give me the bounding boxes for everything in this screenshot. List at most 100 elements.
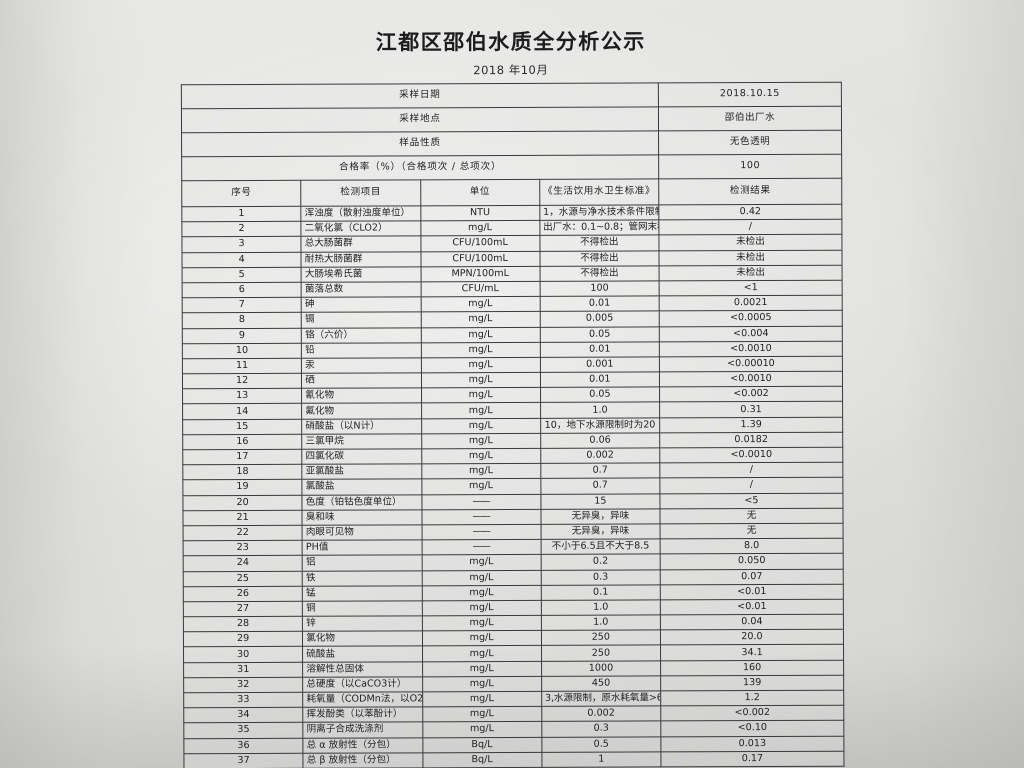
cell-res: 无	[659, 507, 844, 524]
meta-value: 100	[658, 154, 842, 179]
meta-label: 采样日期	[181, 82, 659, 109]
cell-no: 2	[181, 221, 302, 238]
cell-res: 未检出	[658, 234, 842, 251]
cell-res: /	[659, 462, 843, 479]
cell-std: 250	[541, 645, 661, 662]
cell-std: 1.0	[541, 614, 661, 631]
cell-res: <1	[659, 280, 843, 297]
cell-item: 耗氧量（CODMn法，以O2计）	[302, 691, 423, 708]
cell-item: PH值	[302, 539, 422, 556]
cell-std: 1，水源与净水技术条件限制时为3	[539, 204, 659, 221]
cell-item: 臭和味	[302, 509, 422, 526]
meta-value: 无色透明	[658, 130, 842, 155]
cell-unit: mg/L	[421, 418, 541, 434]
cell-no: 30	[183, 646, 303, 663]
cell-res: <0.002	[659, 386, 843, 403]
cell-item: 氰化物	[301, 388, 422, 404]
cell-no: 7	[182, 297, 302, 314]
cell-no: 36	[183, 737, 304, 754]
cell-std: 0.7	[540, 463, 660, 479]
cell-res: 0.04	[660, 614, 844, 631]
cell-item: 亚氯酸盐	[302, 464, 422, 480]
cell-res: <0.0010	[659, 371, 843, 388]
cell-unit: mg/L	[422, 721, 542, 738]
cell-item: 溶解性总固体	[302, 661, 423, 678]
cell-no: 12	[182, 373, 302, 390]
cell-res: 34.1	[660, 644, 844, 661]
cell-item: 二氧化氯（CLO2）	[301, 221, 421, 237]
cell-item: 硒	[301, 372, 422, 389]
cell-unit: mg/L	[422, 661, 542, 677]
cell-std: 0.7	[540, 478, 660, 494]
cell-res: 0.013	[660, 735, 844, 752]
cell-res: <0.0010	[659, 447, 843, 464]
cell-res: 0.17	[660, 750, 844, 767]
cell-std: 0.01	[540, 341, 660, 358]
cell-std: 0.002	[541, 706, 661, 722]
meta-value: 2018.10.15	[658, 82, 842, 107]
meta-row: 合格率（%）（合格项次 / 总项次） 100	[181, 154, 842, 181]
cell-std: 10，地下水源限制时为20	[540, 417, 660, 434]
cell-item: 总硬度（以CaCO3计）	[302, 676, 423, 693]
cell-std: 0.5	[541, 736, 661, 753]
cell-no: 10	[182, 342, 302, 359]
cell-no: 15	[182, 418, 302, 435]
column-header-item: 检测项目	[300, 179, 421, 207]
cell-std: 不小于6.5且不大于8.5	[540, 539, 661, 555]
cell-unit: mg/L	[421, 600, 542, 616]
cell-unit: ——	[421, 509, 541, 525]
cell-no: 1	[181, 206, 302, 222]
cell-item: 耐热大肠菌群	[301, 251, 421, 268]
meta-row: 采样地点 邵伯出厂水	[181, 106, 842, 133]
cell-no: 37	[183, 753, 304, 768]
cell-std: 1.0	[541, 599, 661, 616]
cell-res: <0.01	[660, 583, 844, 600]
cell-no: 5	[182, 267, 302, 283]
cell-std: 0.002	[540, 447, 660, 464]
cell-std: 0.3	[541, 721, 661, 737]
cell-no: 8	[182, 312, 302, 329]
cell-std: 不得检出	[539, 235, 659, 251]
cell-item: 铁	[302, 570, 422, 586]
meta-row: 样品性质 无色透明	[181, 130, 842, 157]
cell-std: 450	[541, 675, 661, 692]
cell-item: 肉眼可见物	[302, 524, 422, 541]
cell-unit: NTU	[420, 205, 540, 222]
cell-item: 总大肠菌群	[301, 236, 421, 252]
cell-res: 160	[660, 659, 844, 676]
cell-item: 铝	[302, 555, 422, 571]
cell-res: 1.2	[660, 690, 844, 707]
cell-res: <5	[659, 492, 843, 509]
column-header-unit: 单位	[420, 179, 540, 206]
cell-no: 28	[183, 616, 303, 633]
meta-value: 邵伯出厂水	[658, 106, 842, 131]
meta-label: 采样地点	[181, 106, 659, 133]
column-header-result: 检测结果	[658, 178, 842, 205]
cell-no: 24	[183, 555, 303, 572]
cell-unit: CFU/100mL	[420, 235, 540, 252]
cell-no: 17	[182, 449, 303, 465]
cell-no: 20	[182, 494, 303, 511]
page-subtitle: 2018 年10月	[473, 62, 549, 78]
cell-no: 32	[183, 677, 303, 693]
cell-unit: CFU/mL	[420, 281, 540, 297]
cell-unit: ——	[421, 493, 541, 510]
cell-unit: ——	[421, 524, 541, 540]
cell-std: 0.06	[540, 432, 660, 449]
cell-no: 33	[183, 692, 303, 708]
cell-item: 四氯化碳	[301, 448, 422, 465]
cell-no: 22	[183, 525, 303, 541]
cell-res: <0.01	[660, 599, 844, 615]
cell-unit: mg/L	[421, 448, 541, 465]
cell-item: 大肠埃希氏菌	[301, 266, 421, 283]
page-title: 江都区邵伯水质全分析公示	[375, 29, 646, 55]
cell-res: 0.050	[660, 553, 844, 570]
cell-unit: mg/L	[421, 433, 541, 449]
cell-unit: mg/L	[421, 630, 542, 647]
meta-label: 样品性质	[181, 130, 659, 157]
cell-res: <0.0005	[659, 310, 843, 327]
cell-res: 未检出	[658, 249, 843, 266]
cell-item: 汞	[301, 357, 421, 374]
title-block: 江都区邵伯水质全分析公示 2018 年10月	[0, 24, 1023, 80]
